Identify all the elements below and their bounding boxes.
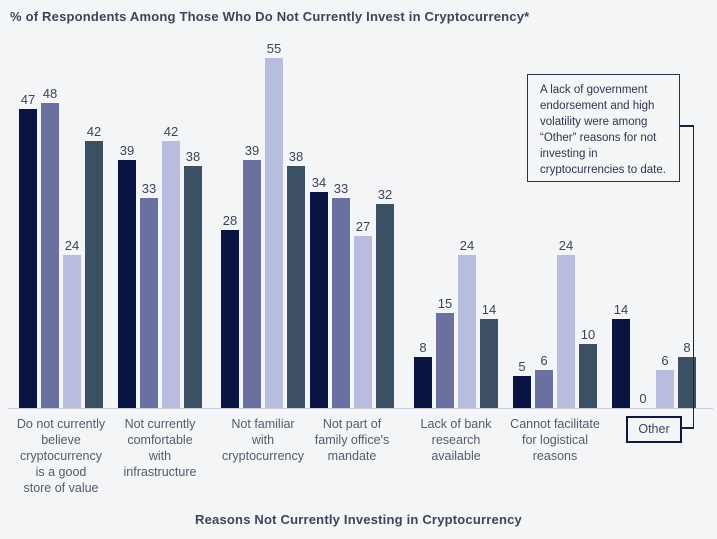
bar-value-label: 34: [311, 175, 327, 190]
bar-group: 28 39 55 38: [221, 41, 305, 408]
bar-series-4: 38: [287, 149, 305, 408]
bar-value-label: 32: [377, 187, 393, 202]
category-label: Not currently comfortable with infrastru…: [95, 416, 225, 480]
category-label-text: Lack of bank research available: [420, 417, 492, 463]
bar-value-label: 42: [163, 124, 179, 139]
bar-value-label: 39: [244, 143, 260, 158]
x-axis-line: [8, 408, 713, 409]
bar-value-label: 33: [333, 181, 349, 196]
bar-value-label: 14: [613, 302, 629, 317]
bar-group: 8 15 24 14: [414, 238, 498, 408]
bar-value-label: 47: [20, 92, 36, 107]
bar-series-2: 33: [140, 181, 158, 408]
bar-series-1: 34: [310, 175, 328, 408]
bar-series-1: 8: [414, 340, 432, 408]
category-labels: Do not currently believe cryptocurrency …: [0, 416, 717, 506]
bar-series-2: 6: [535, 353, 553, 408]
bar-value-label: 14: [481, 302, 497, 317]
category-label-text: Not part of family office's mandate: [314, 417, 390, 463]
bar-series-4: 38: [184, 149, 202, 408]
bar-value-label: 38: [288, 149, 304, 164]
bar-group: 14 0 6 8: [612, 302, 696, 408]
category-label: Cannot facilitate for logistical reasons: [490, 416, 620, 464]
bar-series-1: 14: [612, 302, 630, 408]
bar-series-3: 24: [63, 238, 81, 408]
bar-series-3: 27: [354, 219, 372, 408]
bar-value-label: 0: [639, 391, 647, 406]
bar-series-2: 48: [41, 86, 59, 408]
x-axis-title: Reasons Not Currently Investing in Crypt…: [195, 512, 522, 527]
bar-value-label: 24: [64, 238, 80, 253]
bar-group: 39 33 42 38: [118, 124, 202, 408]
bar-series-4: 14: [480, 302, 498, 408]
bar-series-2: 15: [436, 296, 454, 408]
bar-value-label: 24: [459, 238, 475, 253]
category-label: Do not currently believe cryptocurrency …: [0, 416, 126, 496]
bar-series-3: 24: [557, 238, 575, 408]
bar-value-label: 24: [558, 238, 574, 253]
category-label: Not part of family office's mandate: [287, 416, 417, 464]
bar-value-label: 28: [222, 213, 238, 228]
bar-value-label: 38: [185, 149, 201, 164]
category-label: Lack of bank research available: [391, 416, 521, 464]
bar-value-label: 8: [683, 340, 691, 355]
category-label-text: Not familiar with cryptocurrency: [222, 417, 304, 463]
bar-value-label: 33: [141, 181, 157, 196]
annotation-box: A lack of government endorsement and hig…: [527, 74, 680, 182]
bar-series-2: 39: [243, 143, 261, 408]
annotation-connector-line: [679, 427, 694, 429]
bar-series-4: 32: [376, 187, 394, 408]
bar-series-1: 47: [19, 92, 37, 408]
bar-value-label: 39: [119, 143, 135, 158]
bar-series-3: 24: [458, 238, 476, 408]
bar-value-label: 55: [266, 41, 282, 56]
bar-series-1: 5: [513, 359, 531, 408]
category-label-text: Not currently comfortable with infrastru…: [123, 417, 197, 479]
bar-value-label: 42: [86, 124, 102, 139]
bar-series-4: 10: [579, 327, 597, 408]
bar-group: 34 33 27 32: [310, 175, 394, 408]
bar-series-3: 55: [265, 41, 283, 408]
bar-series-4: 42: [85, 124, 103, 408]
bar-group: 47 48 24 42: [19, 86, 103, 408]
bar-series-1: 28: [221, 213, 239, 408]
bar-value-label: 6: [661, 353, 669, 368]
bar-value-label: 48: [42, 86, 58, 101]
annotation-text: A lack of government endorsement and hig…: [540, 84, 666, 177]
bar-series-3: 6: [656, 353, 674, 408]
category-label-text: Cannot facilitate for logistical reasons: [510, 417, 600, 463]
category-label: Not familiar with cryptocurrency: [198, 416, 328, 464]
category-label: Other: [589, 416, 717, 443]
bar-value-label: 6: [540, 353, 548, 368]
other-label-box: Other: [626, 416, 682, 443]
bar-series-1: 39: [118, 143, 136, 408]
bar-value-label: 27: [355, 219, 371, 234]
annotation-connector-line: [692, 125, 694, 428]
bar-value-label: 8: [419, 340, 427, 355]
bar-group: 5 6 24 10: [513, 238, 597, 408]
bar-value-label: 15: [437, 296, 453, 311]
chart-title: % of Respondents Among Those Who Do Not …: [10, 9, 530, 24]
annotation-connector-line: [679, 125, 694, 127]
bar-series-2: 33: [332, 181, 350, 408]
plot-area: 47 48 24 42 39 33 42 38 28 39 55 38 34 33 27 32 8 15 24 14 5…: [8, 41, 713, 409]
bar-value-label: 5: [518, 359, 526, 374]
bar-value-label: 10: [580, 327, 596, 342]
bar-series-3: 42: [162, 124, 180, 408]
bar-series-4: 8: [678, 340, 696, 408]
category-label-text: Do not currently believe cryptocurrency …: [16, 417, 106, 495]
